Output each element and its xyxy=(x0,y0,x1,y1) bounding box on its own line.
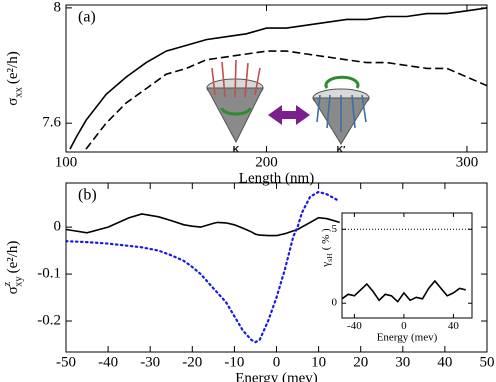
y-axis-label-part: sH xyxy=(325,253,334,262)
valley-label: K′ xyxy=(337,144,346,154)
x-tick-label: -50 xyxy=(56,355,76,371)
data-line xyxy=(66,190,341,344)
x-tick-label: 40 xyxy=(437,355,452,371)
spin-arrows xyxy=(211,59,261,98)
y-tick-label: 5 xyxy=(332,223,338,235)
x-tick-label: -20 xyxy=(182,355,202,371)
x-axis-label: Energy (mev) xyxy=(377,331,438,343)
y-axis-label: σzxy (e²/h) xyxy=(2,241,24,295)
x-tick-label: 0 xyxy=(401,320,407,332)
x-tick-label: 30 xyxy=(395,355,410,371)
y-axis-label-part: xy xyxy=(14,276,25,287)
x-tick-label: 200 xyxy=(255,155,278,171)
plot-frame xyxy=(65,4,488,153)
valley-label: K xyxy=(233,144,240,154)
panel: 100 200 300 7.6 8 Length (nm) σxx (e²/h) (a) xyxy=(5,0,488,186)
x-tick-label: -30 xyxy=(140,355,160,371)
x-tick-label: -10 xyxy=(224,355,244,371)
y-tick-label: -0.2 xyxy=(37,312,61,328)
panel-label: (a) xyxy=(78,9,96,26)
x-tick-label: 100 xyxy=(55,155,78,171)
valley-diagram: K K′ xyxy=(206,59,370,154)
x-tick-label: 40 xyxy=(448,320,460,332)
y-tick-label: 0 xyxy=(54,219,62,235)
x-tick-label: 20 xyxy=(353,355,368,371)
y-axis-label-part: γ xyxy=(320,262,332,268)
x-tick-label: -40 xyxy=(98,355,118,371)
panel: -50 -40 -30 -20 -10 0 10 20 30 40 50-0.2-0.10Energ… xyxy=(2,182,495,382)
data-line xyxy=(85,50,487,150)
plot-frame xyxy=(341,212,473,319)
panel-label: (b) xyxy=(78,187,97,204)
x-axis-label: Energy (mev) xyxy=(235,370,318,382)
y-tick-label: 7.6 xyxy=(42,115,61,131)
y-tick-label: 8 xyxy=(54,0,62,15)
data-line xyxy=(342,279,466,303)
y-axis-label-part: z xyxy=(2,281,13,286)
y-axis-label-part: ( % ) xyxy=(320,228,332,250)
y-axis-label: σxx (e²/h) xyxy=(5,51,24,105)
rotation-arrow xyxy=(220,107,252,116)
x-tick-label: 300 xyxy=(456,155,479,171)
rotation-arrow xyxy=(324,75,360,89)
y-tick-label: 0 xyxy=(332,297,338,309)
y-axis-label-part: σ xyxy=(5,98,21,106)
x-tick-label: 50 xyxy=(480,355,495,371)
y-tick-label: -0.1 xyxy=(37,266,61,282)
x-axis-label: Length (nm) xyxy=(239,170,314,186)
data-line xyxy=(69,7,487,150)
y-axis-label-part: (e²/h) xyxy=(5,241,21,274)
double-arrow xyxy=(268,105,310,125)
y-axis-label-part: σ xyxy=(5,286,21,294)
spin-arrows xyxy=(316,94,367,132)
x-tick-label: 0 xyxy=(273,355,281,371)
x-tick-label: 10 xyxy=(311,355,326,371)
y-axis-label-part: xx xyxy=(14,86,25,97)
y-axis-label-part: (e²/h) xyxy=(5,51,21,84)
data-line xyxy=(66,213,340,237)
y-axis-label: γsH ( % ) xyxy=(320,228,334,268)
panel: -40 0 40 0 5 Energy (mev) γsH ( % ) xyxy=(320,212,473,343)
inset-background xyxy=(342,213,472,318)
x-tick-label: -40 xyxy=(347,320,362,332)
